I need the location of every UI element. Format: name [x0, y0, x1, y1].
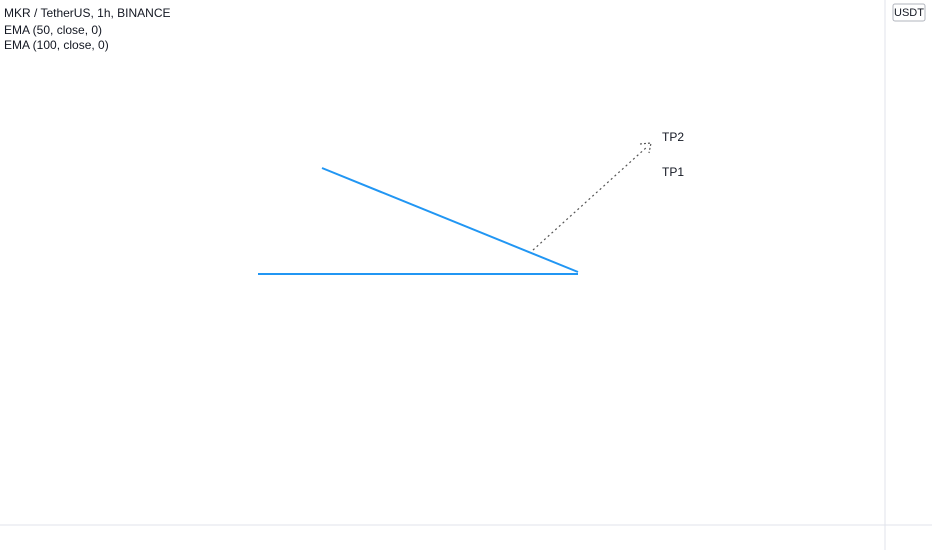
trend-line [321, 167, 579, 273]
legend: MKR / TetherUS, 1h, BINANCE EMA (50, clo… [4, 6, 171, 52]
currency[interactable]: USDT [894, 7, 924, 19]
drawings: TP1 TP2 [258, 130, 684, 275]
annotation: TP1 [662, 165, 684, 179]
projection-line [532, 145, 649, 251]
currency-box[interactable] [892, 3, 926, 22]
legend-entry: EMA (50, close, 0) [4, 23, 102, 37]
legend-entry: EMA (100, close, 0) [4, 38, 109, 52]
legend-title: MKR / TetherUS, 1h, BINANCE [4, 6, 171, 20]
annotation: TP2 [662, 130, 684, 144]
projection-arrow [639, 142, 652, 154]
